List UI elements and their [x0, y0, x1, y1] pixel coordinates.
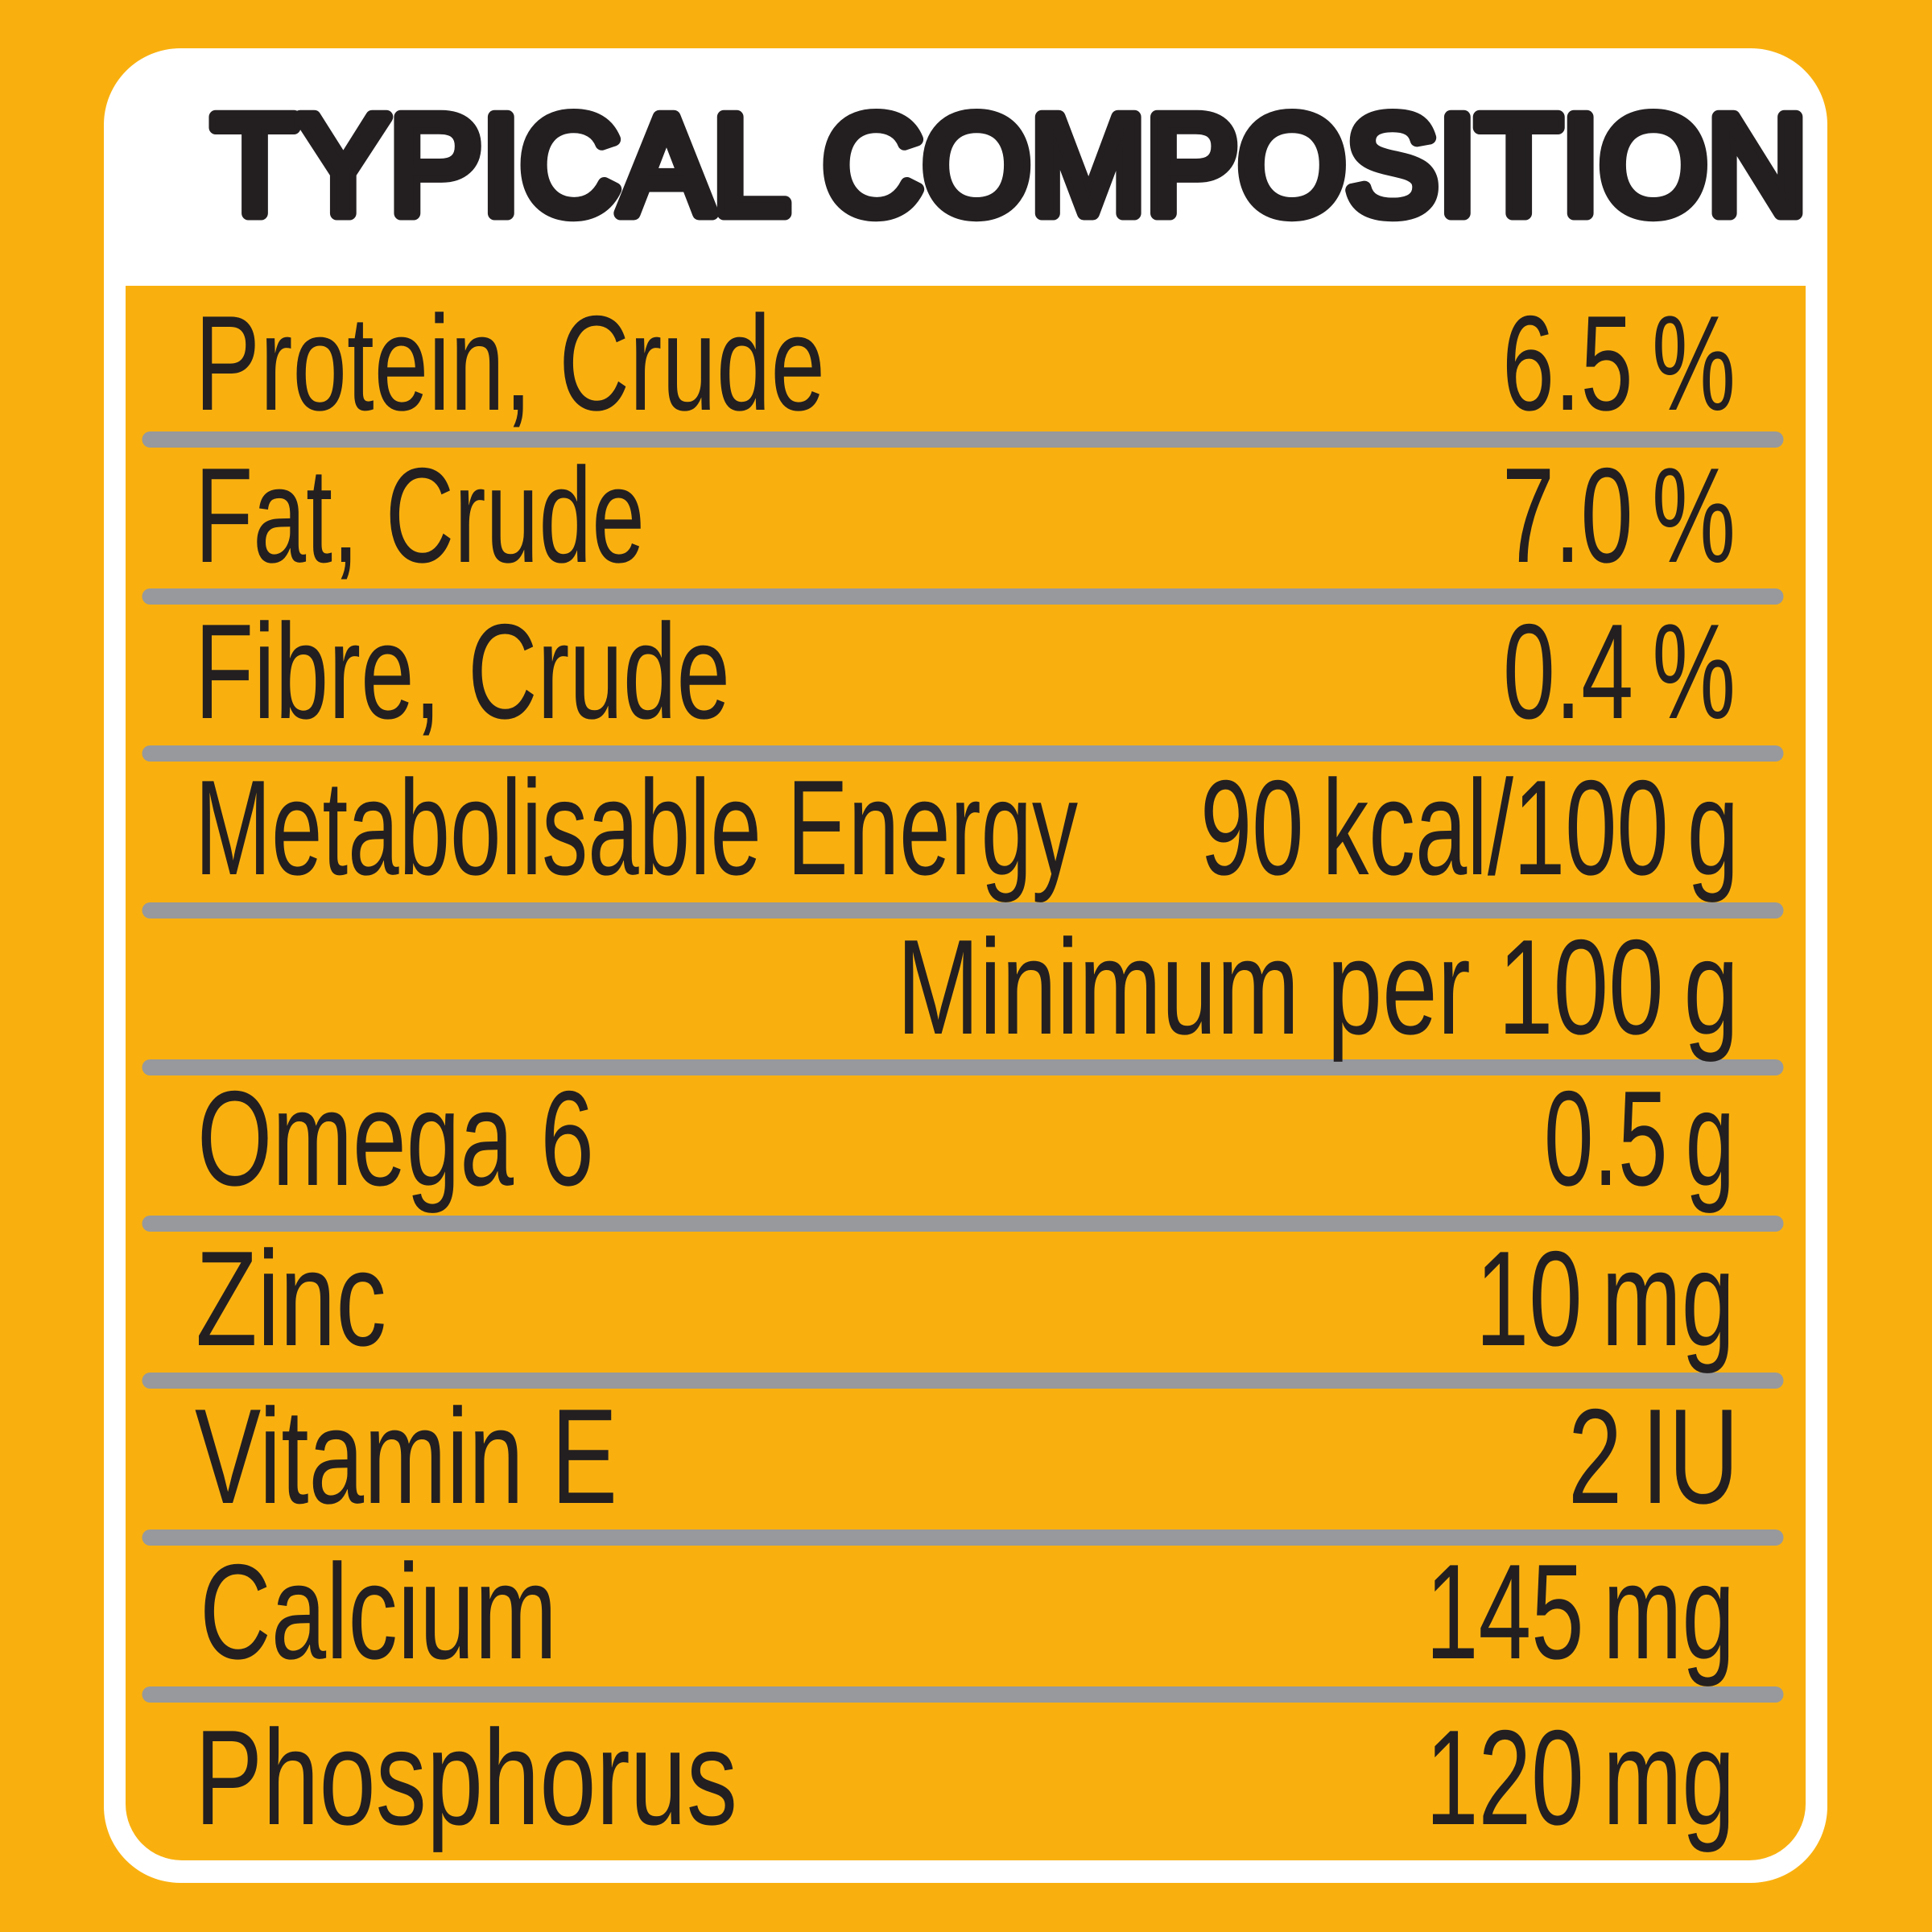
svg-text:Calcium: Calcium: [200, 1536, 557, 1687]
svg-text:2 IU: 2 IU: [1568, 1381, 1739, 1532]
svg-text:145 mg: 145 mg: [1426, 1536, 1735, 1687]
svg-text:Fibre, Crude: Fibre, Crude: [195, 596, 730, 747]
svg-text:Zinc: Zinc: [196, 1223, 386, 1374]
svg-text:0.4 %: 0.4 %: [1503, 596, 1736, 747]
svg-text:Omega 6: Omega 6: [197, 1063, 594, 1214]
svg-text:6.5 %: 6.5 %: [1502, 287, 1736, 439]
svg-text:0.5 g: 0.5 g: [1544, 1063, 1735, 1214]
svg-text:Protein, Crude: Protein, Crude: [195, 287, 825, 439]
svg-text:Metabolisable Energy: Metabolisable Energy: [195, 752, 1078, 903]
svg-text:120 mg: 120 mg: [1426, 1702, 1735, 1853]
svg-text:7.0 %: 7.0 %: [1502, 440, 1736, 591]
svg-text:Phosphorus: Phosphorus: [195, 1702, 737, 1853]
svg-text:Vitamin E: Vitamin E: [195, 1381, 617, 1532]
svg-text:TYPICAL COMPOSITION: TYPICAL COMPOSITION: [213, 86, 1807, 243]
svg-text:10 mg: 10 mg: [1476, 1223, 1735, 1374]
svg-text:90 kcal/100 g: 90 kcal/100 g: [1200, 752, 1739, 903]
svg-text:Fat, Crude: Fat, Crude: [195, 440, 645, 591]
svg-text:Minimum per 100 g: Minimum per 100 g: [897, 911, 1739, 1063]
